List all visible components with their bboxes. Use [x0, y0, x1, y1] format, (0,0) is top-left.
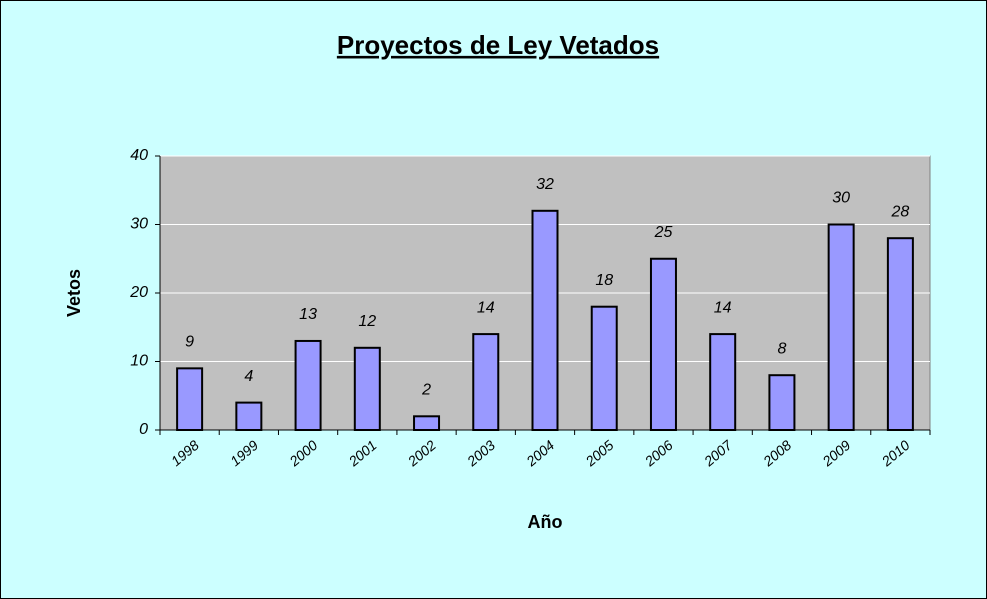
value-label: 14 — [714, 299, 732, 316]
value-label: 13 — [299, 306, 317, 323]
bar — [235, 401, 263, 432]
bar — [531, 209, 559, 431]
bar — [472, 333, 500, 432]
y-tick-label: 20 — [129, 284, 148, 301]
y-tick-label: 10 — [130, 353, 148, 370]
value-label: 12 — [358, 313, 376, 330]
bar — [649, 257, 677, 431]
value-label: 14 — [477, 299, 495, 316]
value-label: 18 — [595, 272, 613, 289]
y-tick-label: 0 — [139, 421, 148, 438]
bar — [709, 333, 737, 432]
bar — [176, 367, 204, 432]
y-tick-label: 40 — [130, 147, 148, 164]
x-axis-label: Año — [528, 512, 563, 532]
value-label: 2 — [421, 382, 431, 399]
value-label: 4 — [244, 368, 253, 385]
bar — [590, 305, 618, 432]
bar — [827, 223, 855, 431]
value-label: 9 — [185, 334, 194, 351]
y-tick-label: 30 — [130, 216, 148, 233]
value-label: 8 — [777, 340, 786, 357]
value-label: 32 — [536, 176, 554, 193]
value-label: 30 — [832, 190, 850, 207]
y-axis-label: Vetos — [64, 269, 84, 317]
value-label: 28 — [890, 203, 909, 220]
bar — [353, 346, 381, 431]
chart-title: Proyectos de Ley Vetados — [337, 30, 659, 60]
bar — [768, 374, 796, 432]
bar — [294, 339, 322, 432]
bar — [886, 237, 914, 431]
bar — [413, 415, 441, 431]
value-label: 25 — [654, 224, 673, 241]
